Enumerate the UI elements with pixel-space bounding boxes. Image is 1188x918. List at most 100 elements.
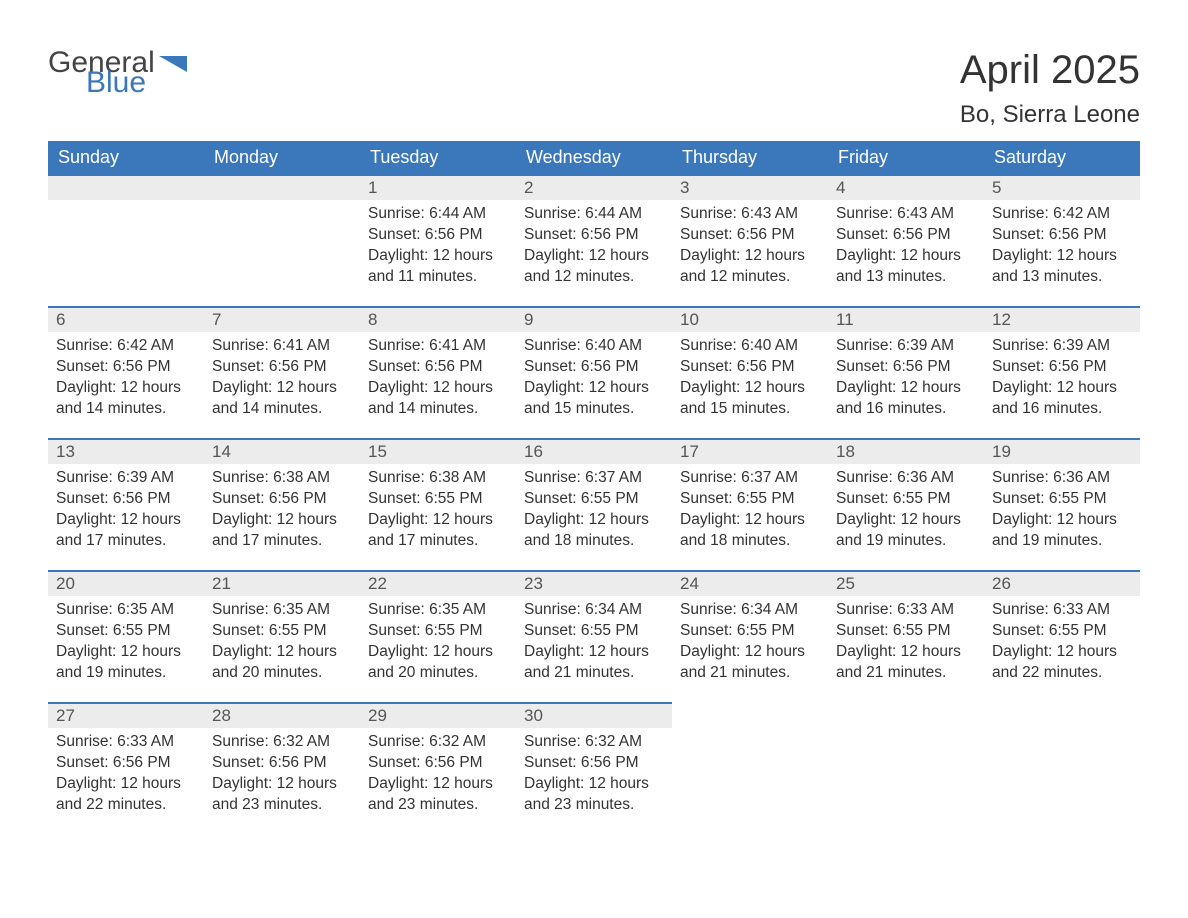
daylight-text-2: and 15 minutes. [680, 399, 820, 420]
daylight-text-1: Daylight: 12 hours [212, 378, 352, 399]
daylight-text-2: and 19 minutes. [56, 663, 196, 684]
daylight-text-2: and 23 minutes. [212, 795, 352, 816]
day-number: 18 [828, 438, 984, 464]
calendar-cell: 7Sunrise: 6:41 AMSunset: 6:56 PMDaylight… [204, 306, 360, 438]
sunset-text: Sunset: 6:55 PM [992, 489, 1132, 510]
day-content: Sunrise: 6:35 AMSunset: 6:55 PMDaylight:… [48, 596, 204, 692]
calendar-cell: 17Sunrise: 6:37 AMSunset: 6:55 PMDayligh… [672, 438, 828, 570]
sunrise-text: Sunrise: 6:37 AM [680, 468, 820, 489]
calendar-cell: 26Sunrise: 6:33 AMSunset: 6:55 PMDayligh… [984, 570, 1140, 702]
daylight-text-1: Daylight: 12 hours [56, 774, 196, 795]
daylight-text-1: Daylight: 12 hours [680, 510, 820, 531]
day-content: Sunrise: 6:35 AMSunset: 6:55 PMDaylight:… [204, 596, 360, 692]
weekday-wednesday: Wednesday [516, 141, 672, 174]
day-content: Sunrise: 6:41 AMSunset: 6:56 PMDaylight:… [204, 332, 360, 428]
sunset-text: Sunset: 6:56 PM [524, 225, 664, 246]
header: General Blue April 2025 Bo, Sierra Leone [48, 48, 1140, 129]
day-content: Sunrise: 6:32 AMSunset: 6:56 PMDaylight:… [516, 728, 672, 824]
day-content: Sunrise: 6:33 AMSunset: 6:56 PMDaylight:… [48, 728, 204, 824]
daylight-text-2: and 19 minutes. [992, 531, 1132, 552]
day-content: Sunrise: 6:36 AMSunset: 6:55 PMDaylight:… [984, 464, 1140, 560]
day-content: Sunrise: 6:34 AMSunset: 6:55 PMDaylight:… [672, 596, 828, 692]
daylight-text-1: Daylight: 12 hours [524, 774, 664, 795]
calendar-cell [204, 174, 360, 306]
calendar-cell: 30Sunrise: 6:32 AMSunset: 6:56 PMDayligh… [516, 702, 672, 834]
day-content: Sunrise: 6:41 AMSunset: 6:56 PMDaylight:… [360, 332, 516, 428]
daylight-text-2: and 19 minutes. [836, 531, 976, 552]
calendar-cell: 8Sunrise: 6:41 AMSunset: 6:56 PMDaylight… [360, 306, 516, 438]
daylight-text-2: and 11 minutes. [368, 267, 508, 288]
day-number: 28 [204, 702, 360, 728]
weekday-header-row: Sunday Monday Tuesday Wednesday Thursday… [48, 141, 1140, 174]
sunrise-text: Sunrise: 6:41 AM [212, 336, 352, 357]
day-number: 5 [984, 174, 1140, 200]
calendar-cell: 4Sunrise: 6:43 AMSunset: 6:56 PMDaylight… [828, 174, 984, 306]
day-number: 24 [672, 570, 828, 596]
day-number: 21 [204, 570, 360, 596]
sunset-text: Sunset: 6:56 PM [680, 225, 820, 246]
day-number: 11 [828, 306, 984, 332]
calendar-cell: 29Sunrise: 6:32 AMSunset: 6:56 PMDayligh… [360, 702, 516, 834]
day-content: Sunrise: 6:39 AMSunset: 6:56 PMDaylight:… [984, 332, 1140, 428]
sunrise-text: Sunrise: 6:43 AM [680, 204, 820, 225]
day-number: 3 [672, 174, 828, 200]
daylight-text-1: Daylight: 12 hours [680, 246, 820, 267]
calendar-cell: 13Sunrise: 6:39 AMSunset: 6:56 PMDayligh… [48, 438, 204, 570]
calendar-cell: 23Sunrise: 6:34 AMSunset: 6:55 PMDayligh… [516, 570, 672, 702]
daylight-text-1: Daylight: 12 hours [368, 510, 508, 531]
daylight-text-2: and 12 minutes. [680, 267, 820, 288]
day-content: Sunrise: 6:43 AMSunset: 6:56 PMDaylight:… [672, 200, 828, 296]
day-number: 13 [48, 438, 204, 464]
daylight-text-1: Daylight: 12 hours [992, 378, 1132, 399]
calendar-cell [828, 702, 984, 834]
sunrise-text: Sunrise: 6:44 AM [368, 204, 508, 225]
day-number: 26 [984, 570, 1140, 596]
sunrise-text: Sunrise: 6:41 AM [368, 336, 508, 357]
daylight-text-1: Daylight: 12 hours [680, 378, 820, 399]
day-number: 22 [360, 570, 516, 596]
sunrise-text: Sunrise: 6:40 AM [524, 336, 664, 357]
day-number: 25 [828, 570, 984, 596]
sunrise-text: Sunrise: 6:33 AM [56, 732, 196, 753]
sunset-text: Sunset: 6:56 PM [992, 357, 1132, 378]
sunset-text: Sunset: 6:55 PM [680, 621, 820, 642]
calendar-row: 6Sunrise: 6:42 AMSunset: 6:56 PMDaylight… [48, 306, 1140, 438]
daylight-text-1: Daylight: 12 hours [836, 378, 976, 399]
day-number: 6 [48, 306, 204, 332]
daylight-text-1: Daylight: 12 hours [368, 378, 508, 399]
weekday-friday: Friday [828, 141, 984, 174]
calendar-cell: 15Sunrise: 6:38 AMSunset: 6:55 PMDayligh… [360, 438, 516, 570]
sunrise-text: Sunrise: 6:35 AM [56, 600, 196, 621]
sunset-text: Sunset: 6:56 PM [56, 357, 196, 378]
logo-flag-icon [159, 56, 187, 76]
sunrise-text: Sunrise: 6:33 AM [992, 600, 1132, 621]
day-number-bar-empty [48, 174, 204, 200]
daylight-text-1: Daylight: 12 hours [212, 510, 352, 531]
daylight-text-2: and 18 minutes. [680, 531, 820, 552]
calendar-cell: 27Sunrise: 6:33 AMSunset: 6:56 PMDayligh… [48, 702, 204, 834]
daylight-text-1: Daylight: 12 hours [524, 378, 664, 399]
daylight-text-2: and 18 minutes. [524, 531, 664, 552]
daylight-text-2: and 17 minutes. [368, 531, 508, 552]
day-content: Sunrise: 6:43 AMSunset: 6:56 PMDaylight:… [828, 200, 984, 296]
daylight-text-2: and 17 minutes. [212, 531, 352, 552]
day-number: 16 [516, 438, 672, 464]
sunrise-text: Sunrise: 6:34 AM [680, 600, 820, 621]
day-content: Sunrise: 6:39 AMSunset: 6:56 PMDaylight:… [828, 332, 984, 428]
calendar-cell: 19Sunrise: 6:36 AMSunset: 6:55 PMDayligh… [984, 438, 1140, 570]
day-number: 14 [204, 438, 360, 464]
sunset-text: Sunset: 6:55 PM [992, 621, 1132, 642]
day-number: 2 [516, 174, 672, 200]
calendar-cell: 24Sunrise: 6:34 AMSunset: 6:55 PMDayligh… [672, 570, 828, 702]
logo-text-blue: Blue [86, 68, 155, 98]
sunset-text: Sunset: 6:56 PM [212, 489, 352, 510]
calendar-cell: 9Sunrise: 6:40 AMSunset: 6:56 PMDaylight… [516, 306, 672, 438]
daylight-text-1: Daylight: 12 hours [680, 642, 820, 663]
day-content: Sunrise: 6:38 AMSunset: 6:56 PMDaylight:… [204, 464, 360, 560]
daylight-text-2: and 20 minutes. [212, 663, 352, 684]
sunrise-text: Sunrise: 6:39 AM [836, 336, 976, 357]
calendar-row: 27Sunrise: 6:33 AMSunset: 6:56 PMDayligh… [48, 702, 1140, 834]
sunset-text: Sunset: 6:55 PM [836, 489, 976, 510]
weekday-saturday: Saturday [984, 141, 1140, 174]
daylight-text-1: Daylight: 12 hours [524, 510, 664, 531]
